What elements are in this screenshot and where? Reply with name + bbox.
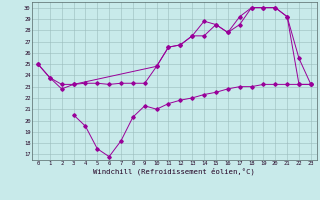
X-axis label: Windchill (Refroidissement éolien,°C): Windchill (Refroidissement éolien,°C)	[93, 168, 255, 175]
